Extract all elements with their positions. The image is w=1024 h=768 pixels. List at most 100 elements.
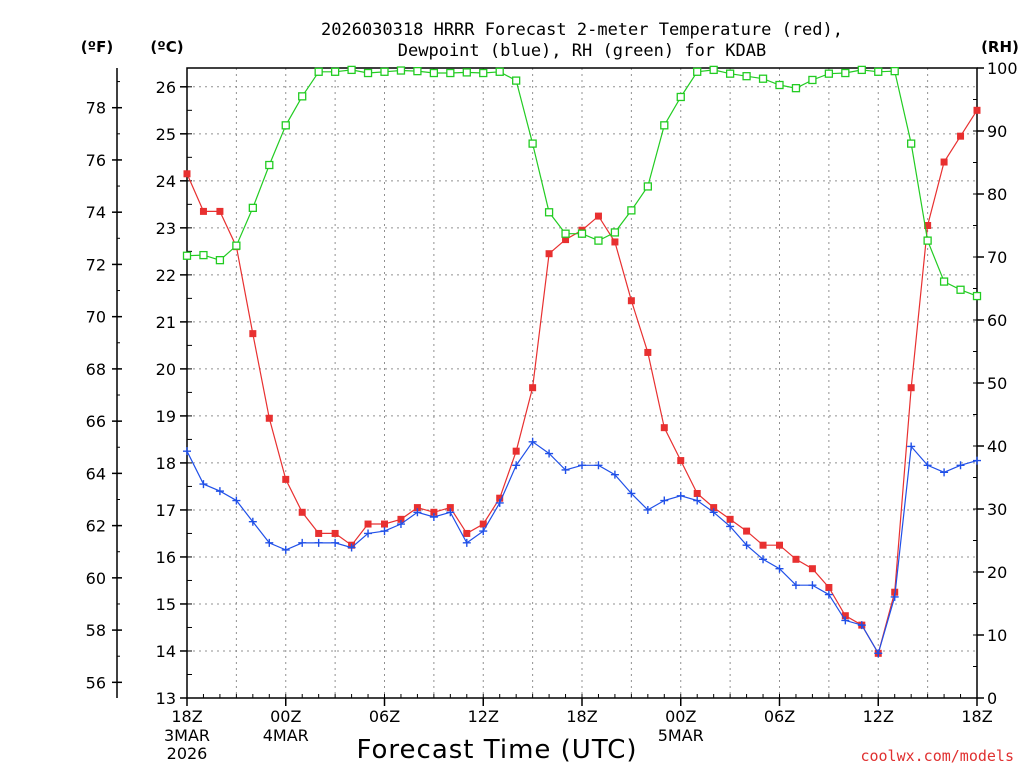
axes-layer: 13 14 15 16 17 18 19 20 21 22 23 24 25 26 56 58 60 62 64 66… [86, 59, 1018, 763]
dewpoint-point [660, 496, 669, 505]
dewpoint-point [775, 564, 784, 573]
x-tick-date-label: 5MAR [658, 726, 704, 745]
fahrenheit-tick-label: 74 [86, 203, 106, 222]
dewpoint-point [791, 581, 800, 590]
temperature-point [693, 489, 701, 497]
rh-point [199, 250, 208, 260]
rh-point [298, 92, 307, 101]
rh-tick-label: 20 [987, 563, 1007, 582]
rh-point [808, 75, 817, 85]
rh-point [265, 160, 274, 170]
fahrenheit-tick-label: 78 [86, 99, 106, 118]
dewpoint-point [364, 529, 373, 538]
temperature-point [265, 414, 273, 422]
rh-point [396, 66, 406, 75]
rh-point [528, 139, 537, 148]
dewpoint-point [298, 538, 307, 547]
temperature-point [808, 565, 816, 573]
temperature-point [397, 515, 405, 523]
credit-text: coolwx.com/models [860, 747, 1014, 765]
fahrenheit-tick-label: 72 [86, 255, 106, 274]
rh-point [890, 67, 899, 76]
temperature-point [249, 330, 257, 338]
dewpoint-point [857, 621, 866, 630]
celsius-unit-label: (ºC) [150, 38, 183, 56]
rh-point [182, 251, 192, 260]
rh-point [758, 74, 768, 83]
temperature-point [529, 384, 537, 392]
rh-tick-label: 10 [987, 626, 1007, 645]
temperature-point [957, 132, 965, 140]
chart-title: 2026030318 HRRR Forecast 2-meter Tempera… [321, 20, 843, 40]
dewpoint-point [429, 512, 438, 521]
dewpoint-point [446, 508, 455, 517]
rh-point [429, 68, 439, 78]
dewpoint-point [956, 461, 965, 470]
chart-subtitle: Dewpoint (blue), RH (green) for KDAB [398, 41, 766, 61]
dewpoint-point [890, 592, 899, 601]
rh-tick-label: 70 [987, 248, 1007, 267]
celsius-tick-label: 14 [156, 642, 176, 661]
dewpoint-point [462, 538, 471, 547]
x-tick-date-label: 3MAR [164, 726, 210, 745]
temperature-point [512, 447, 520, 455]
rh-tick-label: 100 [987, 59, 1018, 78]
temperature-point [446, 504, 454, 512]
x-tick-label: 18Z [961, 707, 992, 726]
celsius-tick-label: 26 [156, 78, 176, 97]
rh-tick-label: 60 [987, 311, 1007, 330]
dewpoint-point [627, 489, 636, 498]
celsius-tick-label: 22 [156, 266, 176, 285]
dewpoint-point [396, 520, 405, 529]
dewpoint-point [265, 538, 274, 547]
dewpoint-point [331, 538, 340, 547]
celsius-tick-label: 17 [156, 501, 176, 520]
temperature-point [430, 508, 438, 516]
fahrenheit-tick-label: 58 [86, 621, 106, 640]
x-tick-date-label: 4MAR [263, 726, 309, 745]
temperature-point [924, 222, 932, 229]
rh-point [709, 65, 718, 75]
dewpoint-point [824, 590, 833, 599]
fahrenheit-tick-label: 68 [86, 360, 106, 379]
temperature-point [364, 520, 372, 528]
rh-point [775, 80, 784, 90]
dewpoint-point [973, 456, 981, 465]
rh-point [413, 67, 422, 76]
dewpoint-point [281, 545, 290, 554]
dewpoint-point [841, 616, 850, 625]
temperature-point [726, 515, 734, 523]
rh-point [446, 68, 455, 78]
rh-point [627, 206, 636, 215]
temperature-point [776, 541, 783, 549]
dewpoint-point [578, 461, 586, 470]
fahrenheit-unit-label: (ºF) [81, 38, 113, 56]
temperature-point [183, 170, 191, 178]
x-tick-label: 12Z [863, 707, 894, 726]
rh-point [841, 68, 850, 78]
temperature-point [331, 529, 339, 537]
rh-point [544, 208, 554, 217]
temperature-point [973, 106, 981, 114]
temperature-point [381, 520, 388, 528]
x-tick-label: 06Z [764, 707, 795, 726]
dewpoint-point [874, 649, 883, 658]
rh-tick-label: 40 [987, 437, 1007, 456]
dewpoint-point [709, 508, 718, 517]
rh-point [215, 255, 225, 265]
rh-point [330, 67, 340, 76]
celsius-tick-label: 23 [156, 219, 176, 238]
temperature-point [594, 212, 602, 220]
x-tick-label: 18Z [171, 707, 202, 726]
temperature-point [315, 529, 323, 537]
dewpoint-point [808, 581, 817, 590]
celsius-tick-label: 25 [156, 125, 176, 144]
temperature-point [841, 612, 849, 620]
rh-point [512, 76, 521, 85]
celsius-tick-label: 20 [156, 360, 176, 379]
x-tick-year-label: 2026 [167, 744, 208, 763]
dewpoint-point [232, 496, 241, 505]
temperature-point [479, 520, 487, 528]
celsius-tick-label: 13 [156, 689, 176, 708]
